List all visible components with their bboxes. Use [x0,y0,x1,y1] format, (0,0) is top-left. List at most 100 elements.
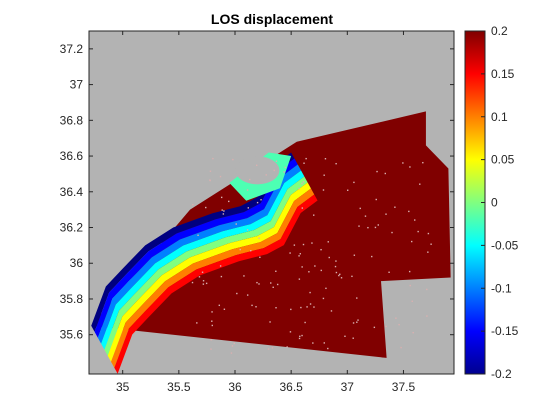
field-noise-pixel [402,162,404,164]
field-noise-pixel [276,283,279,286]
field-noise-pixel [223,308,226,310]
field-noise-pixel [265,174,267,176]
field-noise-pixel [417,230,419,233]
displacement-field [91,111,451,374]
field-noise-pixel [301,207,304,209]
field-noise-pixel [272,286,274,289]
field-noise-pixel [231,345,234,347]
field-noise-pixel [301,182,303,185]
y-tick-label: 36.2 [60,221,84,235]
field-noise-pixel [210,339,212,341]
field-noise-pixel [222,213,225,215]
field-noise-pixel [283,171,285,173]
field-noise-pixel [353,181,355,184]
field-noise-pixel [219,175,222,178]
field-noise-pixel [430,243,432,245]
field-noise-pixel [275,160,278,162]
field-noise-pixel [334,265,337,268]
field-noise-pixel [422,161,424,164]
field-noise-pixel [246,294,249,296]
field-noise-pixel [320,248,322,251]
field-noise-pixel [232,158,234,161]
field-noise-pixel [419,183,421,185]
field-noise-pixel [246,229,249,231]
coastal-gradient-band [111,188,315,368]
colorbar-tick-label: 0.15 [491,67,515,81]
field-noise-pixel [249,178,251,181]
field-noise-pixel [298,337,301,340]
field-noise-pixel [299,253,301,255]
y-tick-label: 36.4 [60,185,84,199]
field-noise-pixel [335,260,337,262]
field-noise-pixel [247,207,250,209]
field-noise-pixel [255,306,257,308]
x-axis-ticks: 35 35.5 36 36.5 37 37.5 [116,31,415,394]
field-noise-pixel [258,237,260,239]
field-noise-pixel [236,292,238,295]
field-noise-pixel [196,322,198,324]
field-noise-pixel [323,174,325,176]
field-noise-pixel [289,331,292,333]
field-noise-pixel [391,231,393,234]
field-noise-pixel [410,240,413,243]
field-noise-pixel [371,255,373,258]
colorbar [465,31,485,374]
field-noise-pixel [230,352,233,354]
field-noise-pixel [339,273,341,276]
field-noise-pixel [314,265,316,267]
x-tick-label: 37 [341,380,355,394]
field-noise-pixel [209,179,211,181]
colorbar-ticks: 0.2 0.15 0.1 0.05 0 -0.05 -0.1 -0.15 -0.2 [481,24,519,381]
y-tick-label: 35.8 [60,292,84,306]
field-noise-pixel [302,243,305,246]
colorbar-tick-label: -0.05 [491,238,519,252]
field-noise-pixel [338,274,340,277]
field-noise-pixel [289,252,291,254]
colorbar-tick-label: -0.15 [491,324,519,338]
plot-area-frame [88,30,455,375]
field-noise-pixel [235,223,237,225]
field-noise-pixel [284,166,286,169]
field-noise-pixel [398,323,400,326]
field-noise-pixel [209,170,212,172]
field-noise-pixel [352,337,354,339]
field-noise-pixel [211,324,213,327]
coastal-gradient-band [114,194,318,374]
field-noise-pixel [302,181,305,183]
field-noise-pixel [298,187,300,190]
x-tick-label: 35.5 [167,380,191,394]
colorbar-tick-label: 0.05 [491,153,515,167]
field-noise-pixel [375,198,377,201]
y-tick-label: 36.8 [60,113,84,127]
field-noise-pixel [377,224,379,226]
x-tick-label: 35 [116,380,130,394]
field-noise-pixel [359,207,361,210]
field-noise-pixel [290,308,292,311]
field-noise-pixel [301,266,303,268]
field-noise-pixel [313,214,315,216]
field-noise-pixel [322,297,325,300]
field-noise-pixel [211,320,213,322]
field-noise-pixel [313,306,315,308]
field-noise-pixel [385,325,387,328]
field-noise-pixel [243,275,245,277]
field-noise-pixel [335,162,337,165]
field-noise-pixel [328,256,330,259]
field-noise-pixel [311,242,313,244]
field-noise-pixel [212,157,214,160]
field-noise-pixel [320,269,322,272]
x-tick-label: 36.5 [279,380,303,394]
field-noise-pixel [221,209,223,211]
field-noise-pixel [335,271,338,274]
field-noise-pixel [324,158,327,160]
field-noise-pixel [202,280,205,282]
field-noise-pixel [306,306,308,308]
field-noise-pixel [385,213,387,215]
field-noise-pixel [384,172,387,175]
field-noise-pixel [205,282,208,285]
field-noise-pixel [357,319,359,321]
field-noise-pixel [325,287,327,290]
field-noise-pixel [300,306,302,309]
field-noise-pixel [427,232,430,235]
